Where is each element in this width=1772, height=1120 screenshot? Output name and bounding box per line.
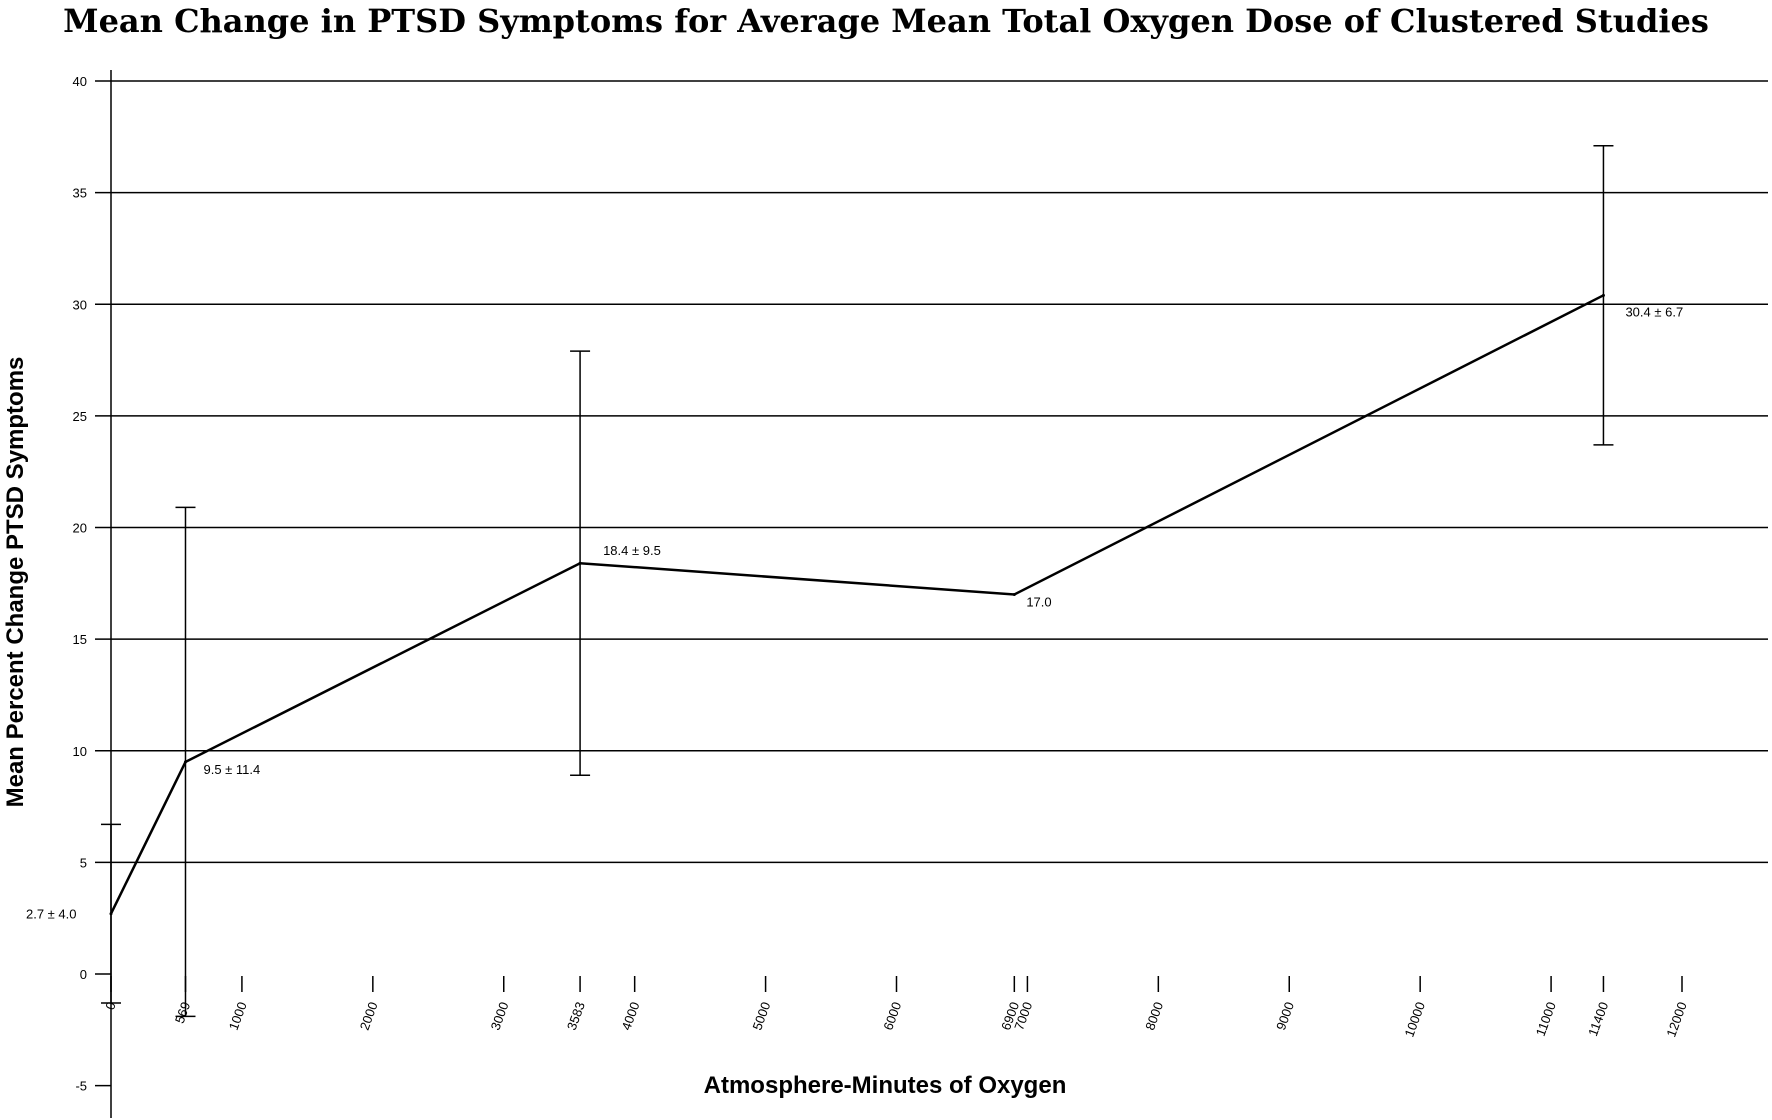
data-label: 9.5 ± 11.4 (203, 762, 260, 777)
y-tick-label: 25 (73, 409, 87, 424)
x-tick-label: 5000 (749, 1000, 773, 1032)
x-tick-label: 6000 (880, 1000, 904, 1032)
chart-title: Mean Change in PTSD Symptoms for Average… (63, 2, 1709, 40)
y-tick-label: 30 (73, 297, 87, 312)
x-tick-label: 4000 (618, 1000, 642, 1032)
x-tick-label: 1000 (226, 1000, 250, 1032)
data-label: 30.4 ± 6.7 (1625, 304, 1683, 319)
data-point (578, 561, 582, 565)
y-tick-label: -5 (75, 1079, 87, 1094)
x-tick-label: 10000 (1402, 1000, 1428, 1039)
data-point (1012, 592, 1016, 596)
data-labels: 2.7 ± 4.0 9.5 ± 11.4 18.4 ± 9.5 17.0 30.4 ± … (26, 304, 1683, 921)
x-tick-label: 8000 (1142, 1000, 1166, 1032)
x-tick-label: 3583 (564, 1000, 588, 1032)
y-tick-label: 5 (80, 855, 87, 870)
data-point (1601, 293, 1605, 297)
data-label: 17.0 (1026, 594, 1051, 609)
x-tick-label: 3000 (488, 1000, 512, 1032)
x-tick-label: 0 (102, 1000, 119, 1012)
y-tick-label: 15 (73, 632, 87, 647)
data-point (109, 912, 113, 916)
x-tick-label: 12000 (1663, 1000, 1689, 1039)
data-point (183, 760, 187, 764)
x-axis-title: Atmosphere-Minutes of Oxygen (704, 1072, 1067, 1099)
gridlines (95, 80, 1768, 1087)
data-label: 2.7 ± 4.0 (26, 907, 77, 922)
error-bars (101, 144, 1614, 1018)
y-tick-label: 20 (73, 521, 87, 536)
series-line (109, 293, 1605, 916)
x-tick-label: 9000 (1273, 1000, 1297, 1032)
x-tick-label: 11400 (1585, 1000, 1611, 1038)
series-line-path (109, 294, 1605, 915)
y-tick-label: 35 (73, 186, 87, 201)
y-axis-title: Mean Percent Change PTSD Symptoms (2, 357, 29, 808)
data-label: 18.4 ± 9.5 (603, 543, 661, 558)
axes: -5 0 5 10 15 20 25 30 35 40 0 569 1000 2000 3000 3583 40… (73, 70, 1690, 1118)
y-tick-label: 40 (73, 74, 87, 89)
x-tick-label: 11000 (1533, 1000, 1559, 1038)
x-tick-label: 2000 (357, 1000, 381, 1032)
y-tick-label: 10 (73, 744, 87, 759)
y-tick-label: 0 (80, 967, 87, 982)
x-tick-label: 569 (172, 1000, 194, 1026)
